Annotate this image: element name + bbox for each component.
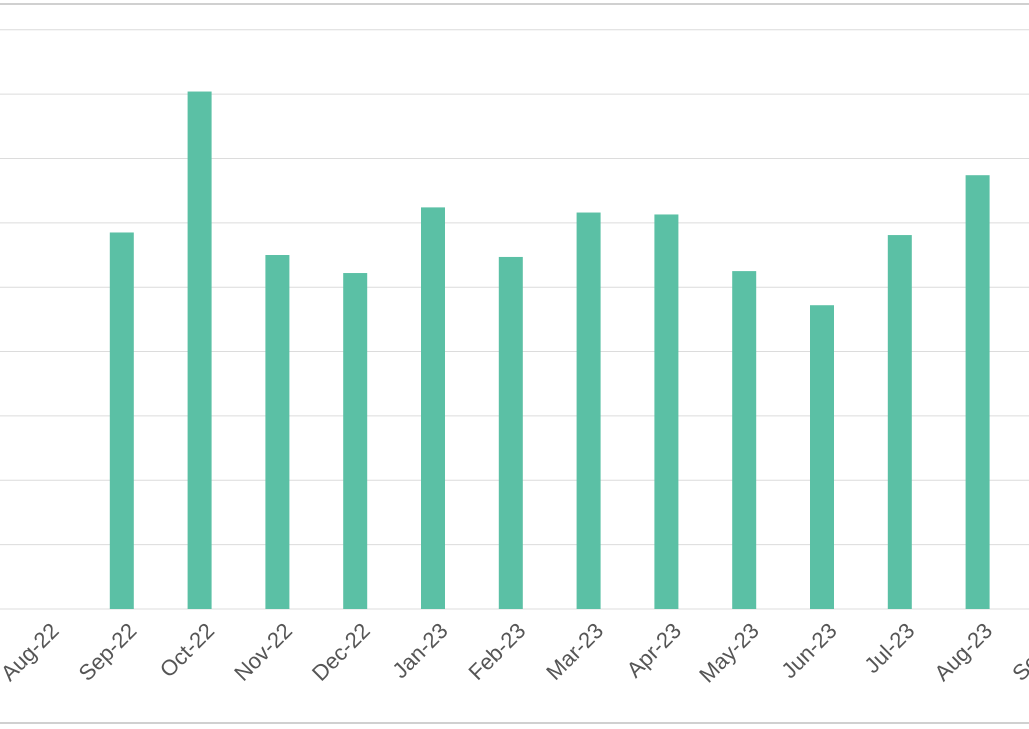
x-tick-label: Sep-22	[74, 618, 142, 686]
bar	[498, 256, 523, 609]
x-tick-label: Jul-23	[859, 618, 919, 678]
x-tick-label: Jan-23	[387, 618, 452, 683]
bar	[810, 305, 834, 609]
x-tick-label: Apr-23	[622, 618, 686, 682]
x-tick-label: Jun-23	[776, 618, 841, 683]
bar	[965, 175, 990, 609]
x-tick-label: Sep-23	[1007, 618, 1029, 686]
x-tick-label: Aug-22	[0, 618, 64, 686]
x-tick-label: Mar-23	[541, 618, 608, 685]
bar	[732, 271, 757, 609]
x-tick-label: Dec-22	[307, 618, 375, 686]
bar	[343, 273, 368, 609]
x-tick-label: Oct-22	[155, 618, 219, 682]
bar	[421, 207, 445, 609]
bar	[654, 214, 679, 609]
bar	[187, 91, 212, 609]
x-tick-label: Nov-22	[229, 618, 297, 686]
bar	[265, 255, 290, 610]
bar	[109, 232, 134, 609]
x-tick-label: Aug-23	[929, 618, 997, 686]
x-tick-label: Feb-23	[463, 618, 530, 685]
bar	[576, 212, 601, 609]
x-tick-label: May-23	[694, 618, 764, 688]
bar	[887, 235, 912, 609]
